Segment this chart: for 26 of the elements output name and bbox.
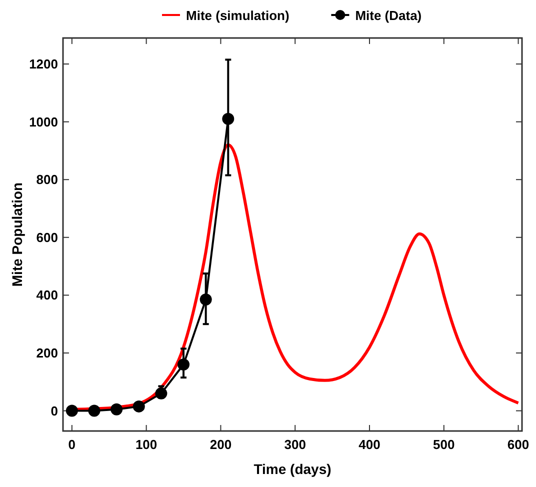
point [88,404,100,417]
y-tick-label: 1200 [29,56,58,72]
y-axis-title: Mite Population [9,182,25,287]
x-tick-label: 0 [68,437,76,452]
y-tick-label: 800 [36,172,58,188]
x-tick-label: 100 [135,437,158,452]
point [178,358,190,371]
x-tick-label: 500 [433,437,455,452]
point [110,403,123,416]
x-tick-label: 200 [210,437,232,452]
point [222,112,234,125]
point [132,400,145,412]
point [155,387,168,400]
point [200,294,212,306]
x-tick-label: 300 [284,437,306,452]
y-tick-label: 1000 [29,114,58,130]
legend-label: Mite (Data) [355,8,422,23]
point [66,404,78,417]
legend-label: Mite (simulation) [186,8,290,23]
y-tick-label: 200 [36,345,58,360]
x-tick-label: 600 [507,437,530,452]
x-axis-title: Time (days) [254,461,332,477]
x-tick-label: 400 [358,437,380,452]
y-tick-label: 400 [36,288,58,303]
y-tick-label: 0 [50,403,58,418]
y-tick-label: 600 [36,230,58,245]
